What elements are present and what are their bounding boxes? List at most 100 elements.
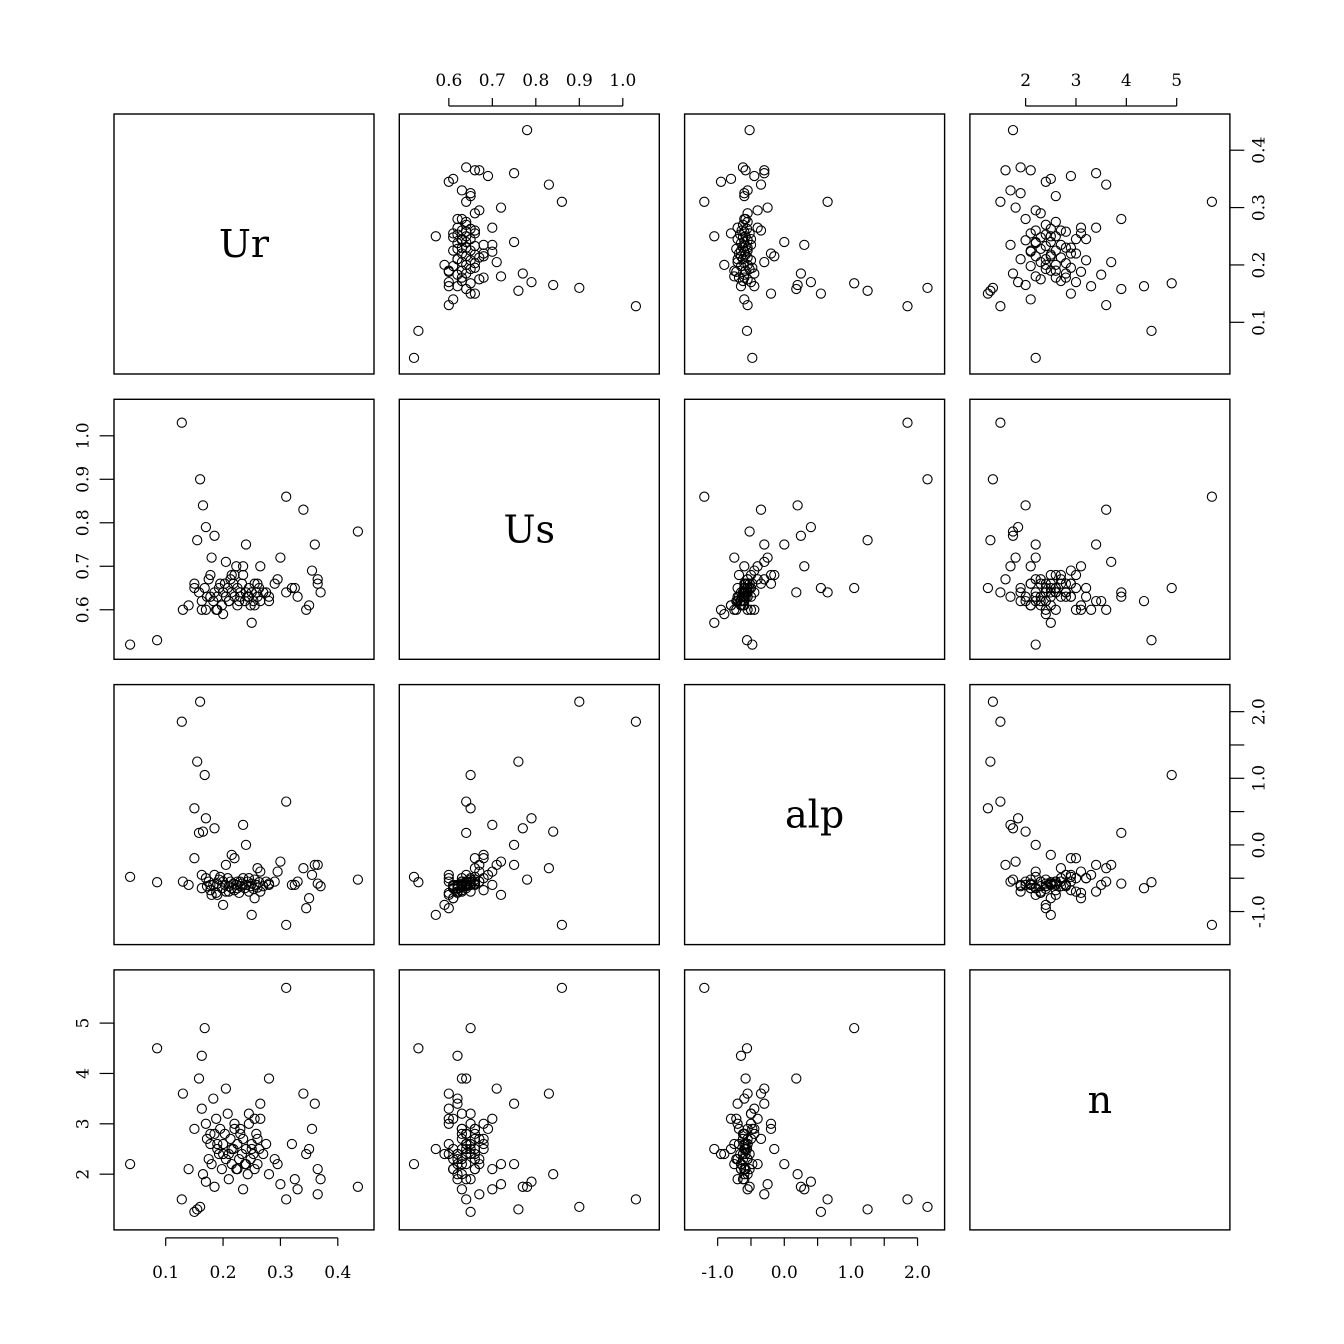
data-point xyxy=(263,1073,275,1084)
data-point xyxy=(749,565,760,576)
data-point xyxy=(235,1128,246,1140)
data-point xyxy=(822,1194,833,1205)
data-point xyxy=(508,1098,520,1109)
data-point xyxy=(1005,561,1016,572)
data-point xyxy=(452,1093,463,1104)
data-point xyxy=(237,819,249,831)
data-point xyxy=(220,556,232,568)
data-point xyxy=(237,561,249,572)
data-point xyxy=(1015,254,1026,265)
panel-frame xyxy=(683,683,946,946)
data-point xyxy=(275,856,286,867)
data-point xyxy=(1045,893,1056,904)
data-point xyxy=(1020,826,1031,837)
data-point xyxy=(1050,190,1061,202)
data-point xyxy=(443,1103,454,1114)
data-point xyxy=(456,1158,468,1170)
data-point xyxy=(235,591,246,602)
panel-frame xyxy=(398,398,660,660)
tick-label: 0.2 xyxy=(1249,251,1269,278)
data-point xyxy=(1000,165,1011,176)
data-point xyxy=(982,288,994,299)
data-point xyxy=(526,276,537,288)
data-point xyxy=(216,1163,228,1175)
data-point xyxy=(229,569,240,581)
data-point xyxy=(1012,813,1024,824)
panel-frame xyxy=(398,113,660,375)
tick-label: 0.1 xyxy=(152,1263,179,1283)
data-point xyxy=(289,879,300,891)
data-point xyxy=(200,1176,212,1187)
data-point xyxy=(1085,869,1097,881)
data-point xyxy=(862,535,873,546)
data-point xyxy=(745,1133,757,1145)
data-point xyxy=(759,168,770,179)
data-point xyxy=(744,124,755,136)
panel-frame xyxy=(113,969,375,1231)
right-axis-alp: -1.0 0.0 1.0 2.0 xyxy=(1229,698,1269,928)
data-point xyxy=(176,1194,187,1205)
data-point xyxy=(281,982,292,994)
data-point xyxy=(461,196,472,207)
data-point xyxy=(461,1073,472,1084)
data-point xyxy=(733,569,745,581)
data-point xyxy=(1045,251,1056,262)
panel-frame xyxy=(969,683,1231,946)
data-point xyxy=(306,1123,318,1135)
data-point xyxy=(1101,604,1112,615)
data-point xyxy=(1085,281,1097,292)
data-point xyxy=(474,205,485,216)
data-point xyxy=(200,604,212,615)
left-axis-n: 2 3 4 5 xyxy=(74,1018,115,1180)
data-point xyxy=(456,242,468,253)
data-point xyxy=(223,595,234,607)
data-point xyxy=(1025,883,1036,894)
data-point xyxy=(1030,236,1041,248)
data-point xyxy=(465,1022,476,1034)
panel-frame xyxy=(969,398,1231,660)
data-point xyxy=(249,600,260,611)
data-point xyxy=(1045,617,1056,628)
data-point xyxy=(199,1022,210,1034)
data-point xyxy=(1096,269,1107,280)
data-point xyxy=(474,165,485,176)
data-point xyxy=(1050,231,1061,242)
data-point xyxy=(249,1113,260,1124)
data-point xyxy=(281,491,292,502)
data-point xyxy=(1080,233,1092,245)
data-point xyxy=(281,1194,292,1205)
data-point xyxy=(487,879,498,891)
data-point xyxy=(443,1113,454,1124)
data-point xyxy=(461,216,472,228)
data-point xyxy=(206,552,217,563)
data-point xyxy=(1015,188,1026,199)
data-point xyxy=(478,239,489,251)
data-point xyxy=(226,849,237,861)
data-point xyxy=(1015,879,1026,891)
data-point xyxy=(755,504,767,515)
data-point xyxy=(1030,271,1041,282)
data-point xyxy=(452,254,463,265)
data-point xyxy=(1035,876,1046,887)
data-point xyxy=(281,919,292,931)
data-point xyxy=(151,635,163,646)
data-point xyxy=(732,254,743,265)
data-point xyxy=(249,1163,260,1175)
data-point xyxy=(298,504,309,515)
data-point xyxy=(205,879,216,891)
data-point xyxy=(495,1158,507,1170)
data-point xyxy=(242,1169,253,1180)
data-point xyxy=(292,876,303,887)
data-point xyxy=(1101,876,1112,887)
data-point xyxy=(461,796,472,807)
axes-layer: 0.6 0.7 0.8 0.9 1.0 2 3 4 5 0.1 0.2 0.3 0.4 -1.0 0.0 1.… xyxy=(74,71,1270,1283)
data-point xyxy=(1055,863,1067,874)
data-point xyxy=(543,179,555,190)
data-point xyxy=(1146,877,1157,888)
data-point xyxy=(176,417,187,428)
data-point xyxy=(240,1158,252,1170)
data-point xyxy=(752,574,763,585)
data-point xyxy=(252,578,263,589)
data-point xyxy=(699,982,710,994)
